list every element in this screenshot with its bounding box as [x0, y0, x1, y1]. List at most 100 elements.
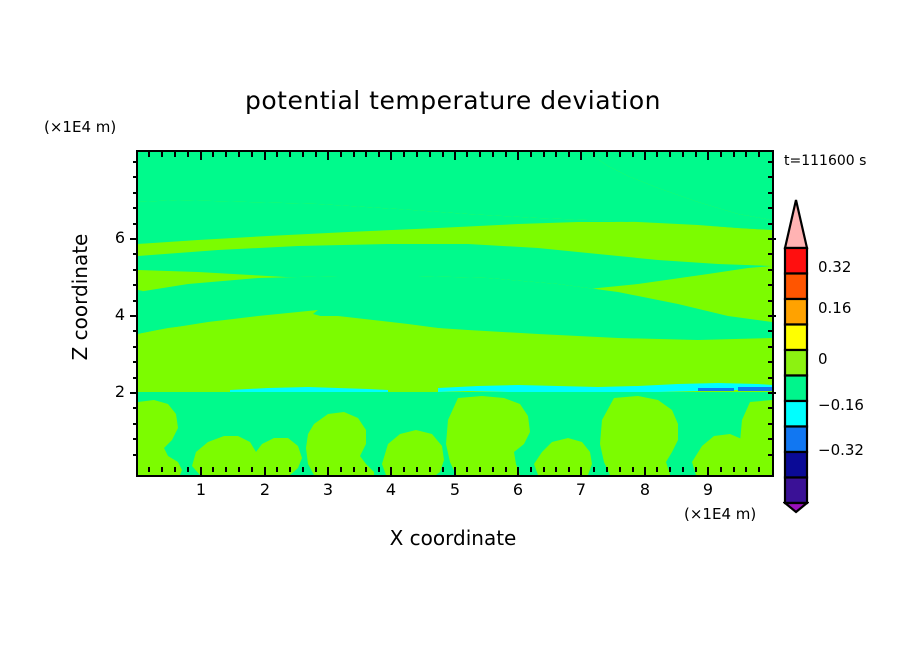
y-axis-title: Z coordinate [68, 233, 92, 361]
x-minor-tick-top [251, 152, 253, 157]
x-minor-tick-top [148, 152, 150, 157]
x-minor-tick-top [593, 152, 595, 157]
x-minor-tick [315, 467, 317, 472]
x-minor-tick [212, 467, 214, 472]
y-minor-tick [133, 207, 138, 209]
x-major-tick [644, 467, 646, 475]
x-minor-tick-top [442, 152, 444, 157]
x-major-tick-top [644, 152, 646, 160]
x-minor-tick [682, 467, 684, 472]
x-minor-tick [492, 467, 494, 472]
y-minor-tick-right [768, 438, 773, 440]
x-minor-tick [251, 467, 253, 472]
y-minor-tick-right [768, 192, 773, 194]
x-major-tick [264, 467, 266, 475]
y-minor-tick-right [768, 377, 773, 379]
x-minor-tick-top [669, 152, 671, 157]
y-minor-tick [133, 253, 138, 255]
y-minor-tick [133, 176, 138, 178]
x-tick-label: 8 [639, 480, 651, 499]
x-minor-tick [543, 467, 545, 472]
time-annotation: t=111600 s [784, 153, 867, 169]
x-axis-title: X coordinate [389, 526, 517, 550]
x-minor-tick-top [187, 152, 189, 157]
y-tick-label: 6 [114, 228, 125, 247]
x-minor-tick [466, 467, 468, 472]
x-minor-tick [148, 467, 150, 472]
y-minor-tick [133, 454, 138, 456]
plot-area[interactable] [136, 150, 774, 477]
x-minor-tick-top [682, 152, 684, 157]
x-tick-label: 5 [449, 480, 461, 499]
x-minor-tick [429, 467, 431, 472]
x-minor-tick-top [429, 152, 431, 157]
x-minor-tick [276, 467, 278, 472]
x-major-tick [517, 467, 519, 475]
x-minor-tick [161, 467, 163, 472]
x-minor-tick [238, 467, 240, 472]
x-minor-tick [302, 467, 304, 472]
x-minor-tick [733, 467, 735, 472]
y-minor-tick [133, 192, 138, 194]
y-minor-tick-right [768, 269, 773, 271]
x-minor-tick-top [530, 152, 532, 157]
x-minor-tick-top [403, 152, 405, 157]
x-major-tick-top [200, 152, 202, 160]
x-major-tick [327, 467, 329, 475]
x-minor-tick-top [212, 152, 214, 157]
x-minor-tick-top [340, 152, 342, 157]
y-minor-tick [133, 223, 138, 225]
y-minor-tick [133, 438, 138, 440]
x-minor-tick-top [505, 152, 507, 157]
x-minor-tick-top [758, 152, 760, 157]
x-tick-label: 4 [385, 480, 397, 499]
y-minor-tick-right [768, 161, 773, 163]
x-minor-tick-top [378, 152, 380, 157]
y-tick-label: 2 [114, 382, 125, 401]
x-minor-tick-top [606, 152, 608, 157]
x-minor-tick-top [174, 152, 176, 157]
x-major-tick-top [580, 152, 582, 160]
x-minor-tick [442, 467, 444, 472]
y-minor-tick [133, 330, 138, 332]
x-major-tick [707, 467, 709, 475]
x-unit-label: (×1E4 m) [684, 505, 757, 523]
x-minor-tick-top [416, 152, 418, 157]
x-minor-tick-top [365, 152, 367, 157]
y-minor-tick [133, 377, 138, 379]
colorbar-tick-label: 0.16 [818, 299, 852, 317]
x-minor-tick-top [656, 152, 658, 157]
y-minor-tick-right [768, 330, 773, 332]
y-minor-tick-right [768, 223, 773, 225]
x-tick-label: 6 [512, 480, 524, 499]
x-minor-tick-top [161, 152, 163, 157]
x-minor-tick [530, 467, 532, 472]
y-minor-tick [133, 346, 138, 348]
y-minor-tick [133, 269, 138, 271]
x-minor-tick [416, 467, 418, 472]
x-major-tick [200, 467, 202, 475]
y-minor-tick-right [768, 176, 773, 178]
x-major-tick-top [454, 152, 456, 160]
x-tick-label: 9 [702, 480, 714, 499]
y-major-tick [130, 238, 138, 240]
x-major-tick-top [390, 152, 392, 160]
x-minor-tick [695, 467, 697, 472]
x-minor-tick [353, 467, 355, 472]
y-major-tick-right [768, 392, 776, 394]
y-minor-tick [133, 407, 138, 409]
x-minor-tick-top [479, 152, 481, 157]
x-minor-tick [632, 467, 634, 472]
y-minor-tick-right [768, 407, 773, 409]
x-minor-tick-top [238, 152, 240, 157]
x-tick-label: 7 [575, 480, 587, 499]
colorbar-tick-label: 0.32 [818, 258, 852, 276]
y-minor-tick-right [768, 454, 773, 456]
colorbar-tick-label: −0.16 [818, 396, 864, 414]
x-minor-tick-top [555, 152, 557, 157]
x-minor-tick [619, 467, 621, 472]
x-major-tick-top [264, 152, 266, 160]
y-minor-tick-right [768, 253, 773, 255]
x-minor-tick [174, 467, 176, 472]
colorbar[interactable] [783, 198, 809, 514]
